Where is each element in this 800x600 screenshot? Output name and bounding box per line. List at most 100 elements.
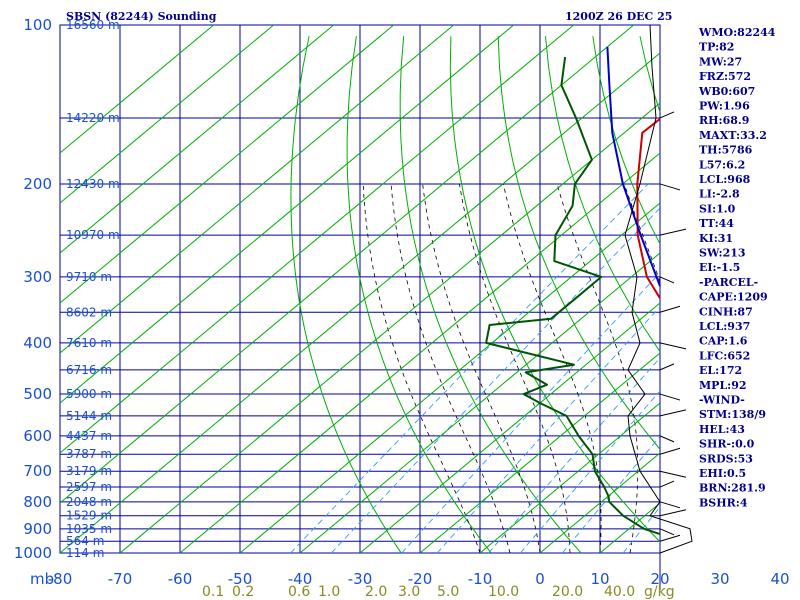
temp-tick-label: -40 [288,570,313,588]
pressure-tick-label: 900 [23,520,52,538]
index-item: -PARCEL- [699,276,758,289]
mixing-ratio-label: 10.0 [488,584,519,600]
chart-time: 1200Z 26 DEC 25 [565,10,672,23]
isotherm [359,302,661,554]
dry-adiabats [290,36,661,554]
temp-tick-label: -20 [408,570,433,588]
index-item: MW:27 [699,55,742,68]
isotherm [239,202,661,554]
height-tick-label: 1529 m [66,509,112,523]
index-item: TT:44 [699,217,734,230]
mixing-ratio-line [436,306,661,554]
index-item: EI:-1.5 [699,261,740,274]
mixing-ratio-label: 1.0 [318,584,340,600]
height-tick-label: 3179 m [66,464,112,478]
index-item: LI:-2.8 [699,188,740,201]
temp-tick-label: 10 [590,570,609,588]
mixing-ratio-line [622,506,661,554]
wind-barb [659,501,681,509]
wind-barb [659,111,675,119]
wind-barb [659,528,675,536]
isotherm [59,24,394,304]
index-item: LFC:652 [699,349,750,362]
index-item: EHI:0.5 [699,467,746,480]
wind-barb [659,435,675,443]
isotherm [179,152,661,554]
temp-tick-label: 0 [535,570,545,588]
height-tick-label: 7610 m [66,336,112,350]
wind-barb [659,470,687,478]
mixing-ratio-label: 0.2 [232,584,254,600]
mixing-ratio-line [330,207,661,554]
wind-barb [659,305,681,313]
pressure-tick-label: 600 [23,427,52,445]
axis-labels: 0.1 0.2 0.6 1.0 2.0 3.0 5.0 10.0 20.0 40.0 g/kg100… [14,16,790,600]
height-tick-label: 2597 m [66,480,112,494]
temp-tick-label: -70 [108,570,133,588]
dry-adiabat [346,36,492,554]
height-tick-label: 1035 m [66,522,112,536]
wind-barb [659,534,681,542]
index-item: CAP:1.6 [699,335,748,348]
wind-profile [624,24,693,554]
wind-barb [659,342,687,350]
pressure-tick-label: 400 [23,334,52,352]
index-item: CAPE:1209 [699,291,768,304]
height-tick-label: 6716 m [66,363,112,377]
wind-barb [659,509,687,517]
mixing-ratio-label: 20.0 [552,584,583,600]
isotherm [59,24,274,204]
wind-barb [659,276,675,284]
isotherm [119,102,661,554]
dry-adiabat [592,36,661,245]
isobar-isotherm-grid [59,24,661,590]
isotherm [59,24,454,354]
temp-tick-label: -30 [348,570,373,588]
wind-barb [659,409,687,417]
pressure-tick-label: 100 [23,16,52,34]
temp-tick-label: -50 [228,570,253,588]
index-item: -WIND- [699,394,745,407]
height-tick-label: 9710 m [66,270,112,284]
mixing-ratio-label: 0.1 [202,584,224,600]
index-item: EL:172 [699,364,742,377]
index-item: L57:6.2 [699,158,745,171]
index-item: SRDS:53 [699,452,753,465]
mixing-ratio-label: 0.6 [288,584,310,600]
isotherm [59,24,634,504]
dry-adiabat [399,36,582,554]
isotherm [299,252,661,554]
moist-adiabat [623,183,661,283]
wind-barb [659,480,675,488]
chart-title: SBSN (82244) Sounding [66,10,217,23]
index-item: LCL:937 [699,320,750,333]
moist-adiabat [502,183,602,554]
isotherm [59,52,661,554]
dry-adiabat [290,36,402,554]
isotherm [599,502,661,554]
height-tick-label: 10970 m [66,228,120,242]
index-item: PW:1.96 [699,100,750,113]
pressure-tick-label: 300 [23,268,52,286]
wind-barb [659,183,681,191]
temp-tick-label: -10 [468,570,493,588]
index-item: BSHR:4 [699,496,748,509]
height-tick-label: 12430 m [66,177,120,191]
index-item: SW:213 [699,247,746,260]
isotherm [419,352,661,554]
height-tick-label: 5900 m [66,387,112,401]
height-tick-label: 114 m [66,546,104,560]
index-item: TP:82 [699,41,734,54]
temp-tick-label: 30 [710,570,729,588]
moist-adiabat [422,183,541,554]
temp-tick-label: 20 [650,570,669,588]
x-axis-label: mb [30,570,54,588]
mixing-ratio-label: g/kg [644,584,675,600]
dewpoint-line [485,56,661,536]
moist-adiabat [556,183,639,554]
index-item: KI:31 [699,232,733,245]
mixing-ratio-line [290,183,649,554]
mixing-ratio-label: 40.0 [604,584,635,600]
